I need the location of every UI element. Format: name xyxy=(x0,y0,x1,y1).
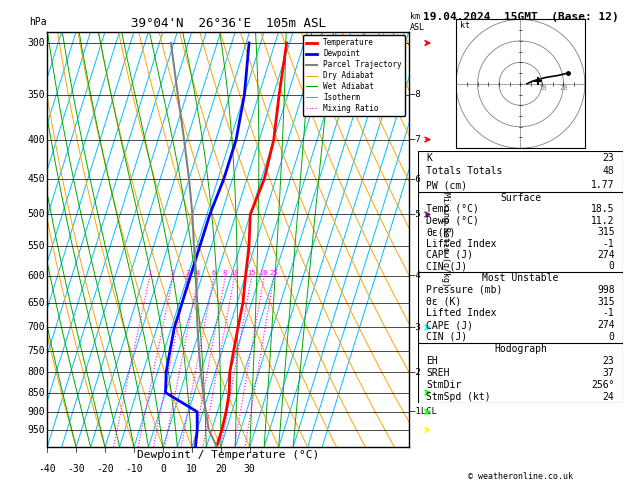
Text: –5: –5 xyxy=(409,210,420,219)
Text: 11.2: 11.2 xyxy=(591,216,615,226)
Text: -10: -10 xyxy=(125,464,143,474)
Text: StmDir: StmDir xyxy=(426,380,462,390)
Text: CIN (J): CIN (J) xyxy=(426,332,467,342)
Text: 700: 700 xyxy=(28,322,45,332)
Text: 19.04.2024  15GMT  (Base: 12): 19.04.2024 15GMT (Base: 12) xyxy=(423,12,618,22)
Text: 315: 315 xyxy=(597,296,615,307)
Text: –2: –2 xyxy=(409,368,420,377)
Text: θε (K): θε (K) xyxy=(426,296,462,307)
Text: 18.5: 18.5 xyxy=(591,204,615,214)
Text: 2: 2 xyxy=(170,270,175,277)
Text: 850: 850 xyxy=(28,387,45,398)
Text: 600: 600 xyxy=(28,271,45,280)
Text: 20: 20 xyxy=(559,85,568,91)
Text: -30: -30 xyxy=(67,464,85,474)
Text: 350: 350 xyxy=(28,90,45,100)
Text: –3: –3 xyxy=(409,323,420,332)
Text: Lifted Index: Lifted Index xyxy=(426,308,497,318)
Text: -1: -1 xyxy=(603,239,615,248)
Text: -1: -1 xyxy=(603,308,615,318)
Legend: Temperature, Dewpoint, Parcel Trajectory, Dry Adiabat, Wet Adiabat, Isotherm, Mi: Temperature, Dewpoint, Parcel Trajectory… xyxy=(303,35,405,116)
Text: 0: 0 xyxy=(160,464,166,474)
Text: StmSpd (kt): StmSpd (kt) xyxy=(426,392,491,402)
Text: 23: 23 xyxy=(603,153,615,162)
Text: km
ASL: km ASL xyxy=(409,12,425,32)
Text: 998: 998 xyxy=(597,285,615,295)
Text: –8: –8 xyxy=(409,90,420,99)
Text: 950: 950 xyxy=(28,425,45,435)
Title: 39°04'N  26°36'E  105m ASL: 39°04'N 26°36'E 105m ASL xyxy=(130,17,326,31)
Text: Dewp (°C): Dewp (°C) xyxy=(426,216,479,226)
Text: 300: 300 xyxy=(28,38,45,48)
Text: 4: 4 xyxy=(196,270,200,277)
Text: –7: –7 xyxy=(409,135,420,144)
Text: 500: 500 xyxy=(28,209,45,220)
Text: –4: –4 xyxy=(409,271,420,280)
Text: 1: 1 xyxy=(147,270,152,277)
Text: 400: 400 xyxy=(28,135,45,144)
Text: 1.77: 1.77 xyxy=(591,180,615,190)
Text: Lifted Index: Lifted Index xyxy=(426,239,497,248)
Text: © weatheronline.co.uk: © weatheronline.co.uk xyxy=(468,472,573,481)
X-axis label: Dewpoint / Temperature (°C): Dewpoint / Temperature (°C) xyxy=(137,450,319,460)
Text: SREH: SREH xyxy=(426,368,450,378)
Text: Surface: Surface xyxy=(500,192,541,203)
Text: 800: 800 xyxy=(28,367,45,377)
Text: 25: 25 xyxy=(269,270,278,277)
Text: Pressure (mb): Pressure (mb) xyxy=(426,285,503,295)
Text: 10: 10 xyxy=(538,85,546,91)
Text: Hodograph: Hodograph xyxy=(494,344,547,354)
Text: 24: 24 xyxy=(603,392,615,402)
Text: –6: –6 xyxy=(409,174,420,184)
Text: CAPE (J): CAPE (J) xyxy=(426,320,474,330)
Text: hPa: hPa xyxy=(30,17,47,27)
Text: 0: 0 xyxy=(609,332,615,342)
Text: EH: EH xyxy=(426,356,438,366)
Text: 550: 550 xyxy=(28,242,45,251)
Text: 20: 20 xyxy=(215,464,226,474)
Text: kt: kt xyxy=(460,21,470,30)
Text: 750: 750 xyxy=(28,346,45,356)
Text: 30: 30 xyxy=(244,464,255,474)
Text: CIN (J): CIN (J) xyxy=(426,261,467,272)
Text: 315: 315 xyxy=(597,227,615,237)
Text: PW (cm): PW (cm) xyxy=(426,180,467,190)
Text: -40: -40 xyxy=(38,464,56,474)
Text: 10: 10 xyxy=(186,464,198,474)
Text: 15: 15 xyxy=(247,270,255,277)
Text: –1LCL: –1LCL xyxy=(409,407,437,416)
Text: Most Unstable: Most Unstable xyxy=(482,273,559,283)
Text: 900: 900 xyxy=(28,407,45,417)
Text: 274: 274 xyxy=(597,250,615,260)
Text: 6: 6 xyxy=(211,270,216,277)
Text: 3: 3 xyxy=(185,270,189,277)
Text: Mixing Ratio (g/kg): Mixing Ratio (g/kg) xyxy=(440,192,450,287)
Text: 48: 48 xyxy=(603,166,615,176)
Text: K: K xyxy=(426,153,432,162)
Text: CAPE (J): CAPE (J) xyxy=(426,250,474,260)
Text: 274: 274 xyxy=(597,320,615,330)
Text: 650: 650 xyxy=(28,297,45,308)
Text: 8: 8 xyxy=(223,270,227,277)
Text: Totals Totals: Totals Totals xyxy=(426,166,503,176)
Text: 10: 10 xyxy=(230,270,238,277)
Text: 37: 37 xyxy=(603,368,615,378)
Text: 450: 450 xyxy=(28,174,45,184)
Text: 20: 20 xyxy=(260,270,268,277)
Text: 256°: 256° xyxy=(591,380,615,390)
Text: θε(K): θε(K) xyxy=(426,227,456,237)
Text: 23: 23 xyxy=(603,356,615,366)
Text: 0: 0 xyxy=(609,261,615,272)
Text: -20: -20 xyxy=(96,464,114,474)
Text: Temp (°C): Temp (°C) xyxy=(426,204,479,214)
